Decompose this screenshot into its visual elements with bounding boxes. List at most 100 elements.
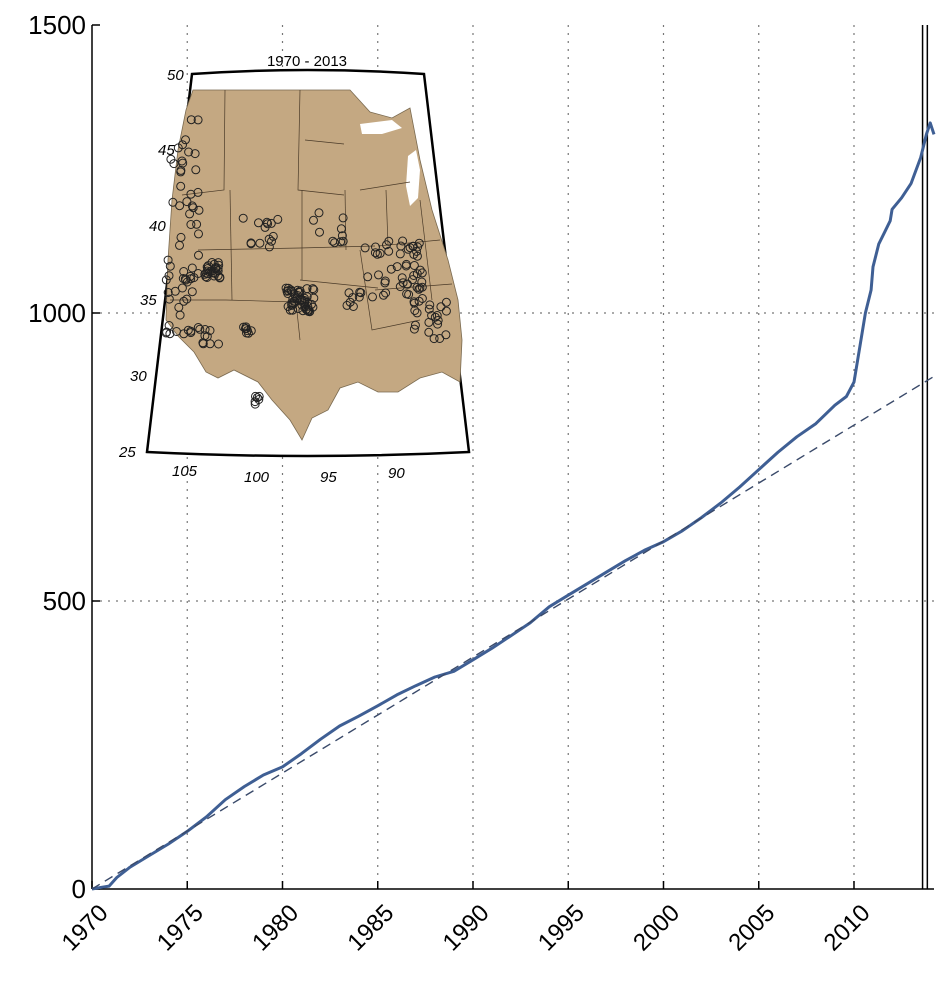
x-tick-label: 1990 bbox=[438, 899, 495, 956]
earthquake-marker bbox=[262, 217, 272, 227]
earthquake-marker bbox=[252, 393, 262, 403]
earthquake-marker bbox=[267, 236, 276, 246]
earthquake-marker bbox=[309, 285, 319, 295]
earthquake-marker bbox=[302, 284, 312, 294]
earthquake-marker bbox=[193, 115, 203, 125]
inset-lat-label: 25 bbox=[118, 444, 136, 461]
axes bbox=[91, 24, 934, 890]
earthquake-marker bbox=[384, 246, 394, 256]
earthquake-marker bbox=[408, 241, 418, 251]
earthquake-marker bbox=[433, 315, 443, 325]
inset-lat-label: 45 bbox=[158, 142, 175, 159]
earthquake-marker bbox=[177, 156, 187, 166]
earthquake-marker bbox=[176, 167, 186, 177]
earthquake-marker bbox=[194, 205, 204, 215]
inset-lon-label: 105 bbox=[172, 463, 198, 480]
earthquake-marker bbox=[374, 270, 383, 280]
earthquake-marker bbox=[412, 308, 422, 318]
earthquake-marker bbox=[384, 236, 394, 246]
earthquake-marker bbox=[179, 329, 189, 339]
inset-lon-label: 95 bbox=[320, 469, 337, 486]
earthquake-marker bbox=[355, 287, 365, 297]
earthquake-marker bbox=[308, 284, 318, 294]
x-tick-label: 1995 bbox=[533, 899, 590, 956]
earthquake-marker bbox=[409, 271, 419, 280]
earthquake-marker bbox=[186, 328, 196, 338]
earthquake-marker bbox=[175, 201, 185, 211]
earthquake-marker bbox=[409, 298, 419, 308]
earthquake-marker bbox=[251, 391, 260, 401]
y-tick-label: 1000 bbox=[28, 298, 86, 328]
earthquake-marker bbox=[186, 189, 196, 199]
earthquake-marker bbox=[417, 294, 427, 303]
earthquake-marker bbox=[354, 292, 364, 302]
earthquake-marker bbox=[273, 214, 283, 224]
earthquake-marker bbox=[337, 231, 347, 241]
series-layer bbox=[91, 121, 936, 891]
earthquake-marker bbox=[187, 201, 197, 211]
earthquake-marker bbox=[392, 262, 402, 272]
earthquake-marker bbox=[360, 243, 370, 253]
earthquake-marker bbox=[268, 231, 278, 241]
earthquake-marker bbox=[441, 297, 451, 307]
earthquake-marker bbox=[424, 327, 434, 337]
earthquake-marker bbox=[174, 302, 184, 312]
y-tick-label: 500 bbox=[43, 586, 86, 616]
earthquake-marker bbox=[176, 181, 186, 191]
earthquake-marker bbox=[209, 271, 219, 281]
earthquake-marker bbox=[330, 238, 340, 248]
earthquake-marker bbox=[308, 302, 318, 312]
x-tick-label: 2005 bbox=[723, 899, 780, 956]
inset-map-title: 1970 - 2013 bbox=[267, 53, 347, 70]
earthquake-marker bbox=[194, 229, 203, 239]
inset-lat-label: 30 bbox=[130, 368, 147, 385]
earthquake-marker bbox=[177, 283, 187, 293]
earthquake-marker bbox=[291, 293, 301, 303]
earthquake-marker bbox=[209, 259, 219, 269]
earthquake-marker bbox=[441, 306, 451, 316]
earthquake-marker bbox=[186, 220, 196, 229]
earthquake-marker bbox=[386, 264, 396, 274]
earthquake-marker bbox=[264, 242, 274, 252]
earthquake-marker bbox=[185, 209, 195, 219]
x-tick-label: 1975 bbox=[152, 899, 209, 956]
earthquake-marker bbox=[162, 327, 172, 337]
earthquake-marker bbox=[314, 208, 324, 218]
earthquake-marker bbox=[398, 236, 408, 246]
earthquake-marker bbox=[281, 283, 291, 293]
earthquake-marker bbox=[193, 323, 203, 332]
earthquake-marker bbox=[315, 227, 324, 237]
earthquake-marker bbox=[163, 255, 173, 265]
earthquake-marker bbox=[184, 147, 194, 157]
earthquake-marker bbox=[415, 265, 425, 275]
earthquake-marker bbox=[178, 140, 187, 150]
earthquake-marker bbox=[309, 215, 318, 225]
earthquake-marker bbox=[417, 277, 427, 287]
earthquake-marker bbox=[432, 311, 442, 320]
earthquake-marker bbox=[295, 295, 305, 305]
earthquake-marker bbox=[380, 278, 390, 288]
inset-lat-label: 35 bbox=[140, 292, 157, 309]
inset-map: 1970 - 2013 50 45 40 35 30 25 105 100 95… bbox=[118, 53, 471, 486]
earthquake-marker bbox=[191, 165, 201, 175]
earthquake-marker bbox=[425, 300, 435, 310]
earthquake-marker bbox=[435, 334, 445, 343]
x-tick-label: 2000 bbox=[628, 899, 685, 956]
earthquake-marker bbox=[180, 274, 190, 284]
cumulative-count-line bbox=[91, 121, 936, 891]
earthquake-marker bbox=[427, 311, 437, 320]
earthquake-marker bbox=[179, 296, 189, 306]
earthquake-marker bbox=[288, 305, 298, 315]
inset-map-lake-michigan bbox=[406, 150, 420, 206]
earthquake-marker bbox=[286, 285, 296, 295]
earthquake-marker bbox=[176, 232, 186, 242]
earthquake-marker bbox=[402, 279, 412, 289]
earthquake-marker bbox=[328, 236, 338, 246]
earthquake-marker bbox=[344, 288, 354, 298]
earthquake-marker bbox=[164, 294, 174, 304]
earthquake-marker bbox=[283, 283, 293, 293]
earthquake-marker bbox=[255, 238, 265, 248]
earthquake-marker bbox=[163, 288, 173, 297]
earthquake-marker bbox=[205, 326, 215, 335]
